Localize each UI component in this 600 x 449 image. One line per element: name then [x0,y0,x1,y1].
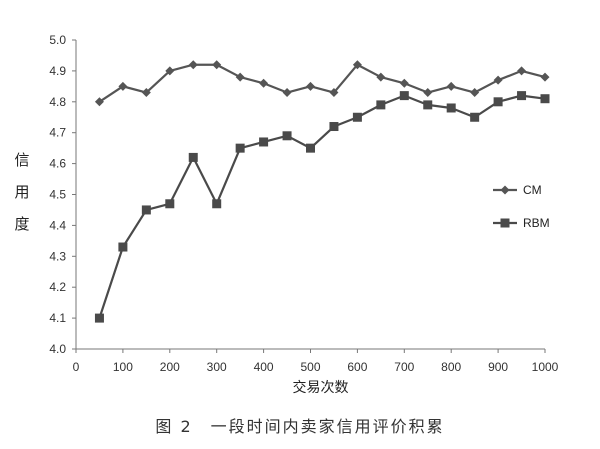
legend-item-cm: CM [493,183,542,197]
data-point [493,75,503,85]
data-point [141,205,151,215]
data-point [306,143,315,153]
x-tick-label: 700 [394,360,414,374]
y-tick-label: 4.7 [49,126,66,140]
data-point [423,88,433,98]
data-point [376,72,386,82]
y-tick-label: 4.5 [49,188,66,202]
y-tick-label: 5.0 [49,33,66,47]
legend-label: CM [523,183,542,197]
x-tick-label: 900 [488,360,508,374]
data-point [423,100,433,110]
x-tick-label: 400 [254,360,274,374]
data-point [376,100,386,110]
data-point [165,199,175,209]
data-point [399,91,409,101]
x-tick-label: 600 [347,360,367,374]
legend-label: RBM [523,216,550,230]
x-tick-label: 300 [207,360,227,374]
data-point [446,81,456,91]
legend-marker [500,185,510,195]
data-point [399,78,409,88]
data-point [352,60,362,70]
y-tick-label: 4.2 [49,280,66,294]
y-axis-label-char: 用 [14,183,29,201]
data-point [470,112,480,122]
data-point [259,137,269,147]
y-axis-label-char: 信 [14,151,29,169]
x-tick-label: 500 [300,360,320,374]
y-axis-label: 信用度 [14,151,29,233]
series-line [98,63,546,103]
data-point [188,152,198,162]
data-point [212,199,222,209]
data-point [329,88,339,98]
data-point [446,103,456,113]
data-point [212,60,222,70]
x-axis-label: 交易次数 [293,379,349,396]
series-cm [94,60,550,107]
x-tick-label: 200 [160,360,180,374]
y-axis-label-char: 度 [14,215,29,233]
data-point [306,81,315,91]
data-point [94,313,104,323]
data-point [517,91,527,101]
data-point [493,97,503,107]
y-tick-label: 4.6 [49,157,66,171]
data-point [188,60,198,70]
data-point [540,72,550,82]
data-point [329,122,339,132]
y-tick-label: 4.0 [49,342,66,356]
data-point [94,97,104,107]
data-point [235,72,245,82]
y-tick-label: 4.8 [49,95,66,109]
y-tick-label: 4.1 [49,311,66,325]
y-tick-label: 4.4 [49,218,66,232]
data-point [118,242,128,252]
chart-axes: 4.0 4.1 4.2 4.3 4.4 4.5 4.6 4.7 4.8 4.9 5.0 0 100 200… [49,33,558,374]
y-tick-label: 4.9 [49,64,66,78]
data-point [540,94,550,104]
legend: CM RBM [493,183,550,230]
x-tick-label: 100 [113,360,133,374]
data-point [352,112,362,122]
data-point [118,81,128,91]
series-lines [94,60,550,323]
x-tick-label: 800 [441,360,461,374]
data-point [235,143,245,153]
x-tick-label: 1000 [532,360,559,374]
data-point [282,131,292,141]
legend-marker [500,218,510,228]
y-tick-label: 4.3 [49,249,66,263]
data-point [282,88,292,98]
legend-item-rbm: RBM [493,216,550,230]
data-point [141,88,151,98]
data-point [165,66,175,76]
x-tick-label: 0 [73,360,80,374]
series-rbm [94,91,550,323]
data-point [470,88,480,98]
data-point [259,78,269,88]
data-point [517,66,527,76]
line-chart: 4.0 4.1 4.2 4.3 4.4 4.5 4.6 4.7 4.8 4.9 5.0 0 100 200… [14,33,558,396]
figure-caption: 图 2 一段时间内卖家信用评价积累 [155,417,445,436]
